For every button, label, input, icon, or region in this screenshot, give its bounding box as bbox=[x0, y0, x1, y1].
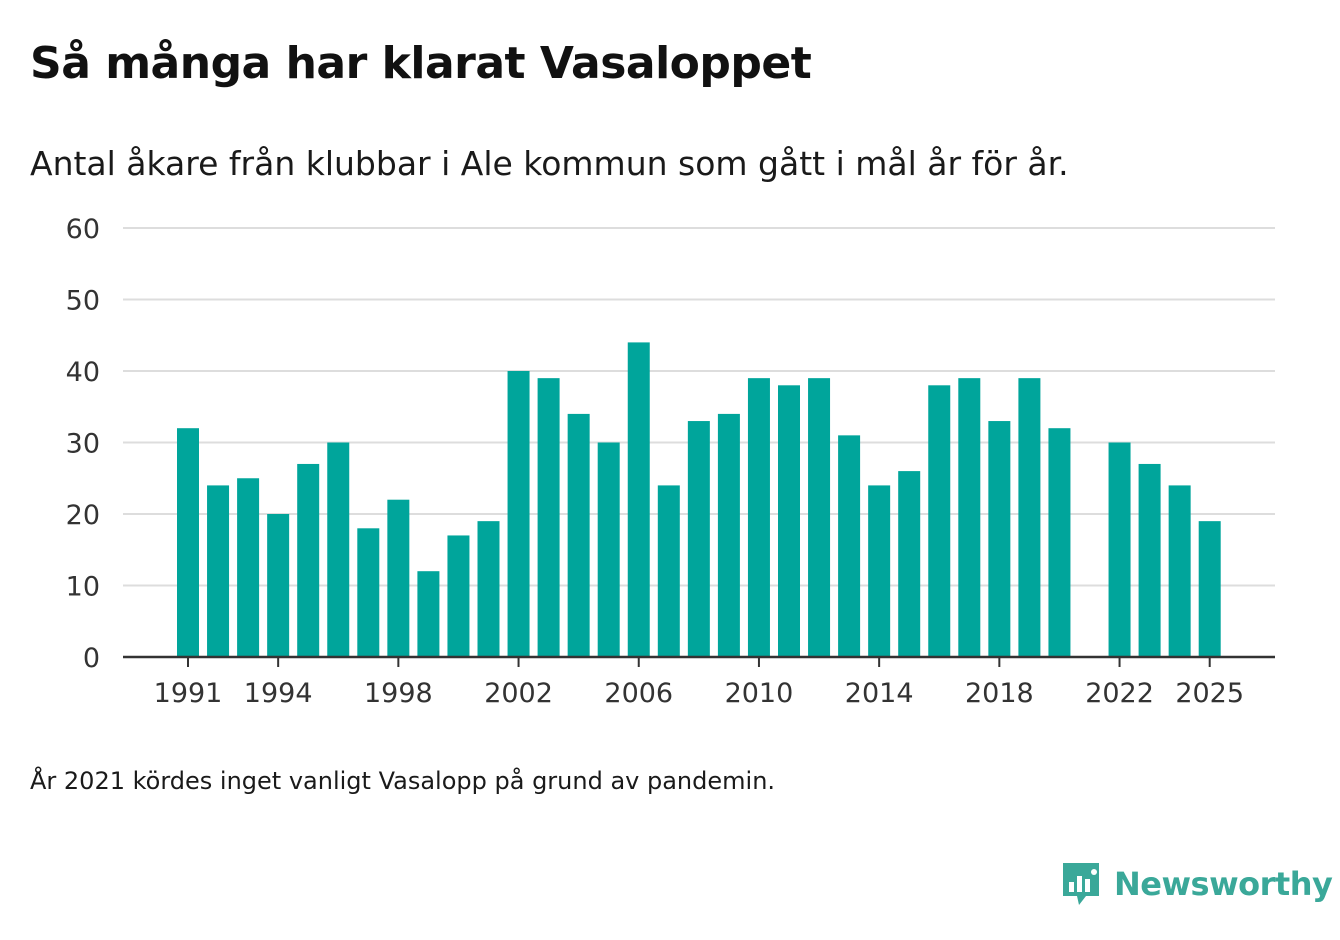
bar-2016[interactable] bbox=[928, 385, 951, 657]
brand-name: Newsworthy bbox=[1114, 865, 1333, 903]
bar-2023[interactable] bbox=[1138, 463, 1161, 657]
bar-1992[interactable] bbox=[207, 485, 230, 657]
newsworthy-logo-icon bbox=[1063, 863, 1099, 905]
x-tick-label: 2022 bbox=[1085, 678, 1154, 709]
x-tick-label: 1994 bbox=[244, 678, 313, 709]
bar-2011[interactable] bbox=[778, 385, 800, 657]
x-tick-label: 2018 bbox=[965, 678, 1034, 709]
y-tick-label: 60 bbox=[66, 214, 100, 245]
y-tick-label: 0 bbox=[83, 643, 100, 674]
bar-chart: 0 10 20 30 40 50 60 1991 1994 1998 2002 2006 2010 20… bbox=[66, 214, 1275, 709]
x-tick-label: 1998 bbox=[364, 678, 433, 709]
bar-2017[interactable] bbox=[958, 378, 981, 657]
x-tick-label: 2006 bbox=[604, 678, 673, 709]
bar-2002[interactable] bbox=[507, 371, 530, 657]
bar-1998[interactable] bbox=[387, 499, 410, 657]
bars bbox=[177, 342, 1221, 657]
chart-title: Så många har klarat Vasaloppet bbox=[30, 38, 812, 89]
bar-1994[interactable] bbox=[267, 514, 290, 657]
bar-2007[interactable] bbox=[657, 485, 680, 657]
bar-2022[interactable] bbox=[1108, 442, 1131, 658]
x-tick-label: 2010 bbox=[725, 678, 794, 709]
bar-2014[interactable] bbox=[868, 485, 891, 657]
brand-logo[interactable]: Newsworthy bbox=[1060, 860, 1333, 908]
bar-2001[interactable] bbox=[477, 521, 500, 657]
bar-2019[interactable] bbox=[1018, 378, 1041, 657]
bar-2013[interactable] bbox=[838, 435, 861, 657]
bar-2025[interactable] bbox=[1198, 521, 1221, 657]
y-tick-label: 40 bbox=[66, 357, 100, 388]
bar-1997[interactable] bbox=[357, 528, 380, 657]
bar-1999[interactable] bbox=[417, 571, 440, 657]
bar-2005[interactable] bbox=[597, 442, 620, 658]
x-tick-label: 2002 bbox=[484, 678, 553, 709]
bar-2024[interactable] bbox=[1168, 485, 1191, 657]
y-tick-label: 10 bbox=[66, 572, 100, 603]
x-tick-label: 2025 bbox=[1175, 678, 1244, 709]
y-tick-label: 50 bbox=[66, 286, 100, 317]
bar-2020[interactable] bbox=[1048, 428, 1071, 657]
x-axis-ticks: 1991 1994 1998 2002 2006 2010 2014 2018 2022 2025 bbox=[154, 657, 1244, 709]
bar-2015[interactable] bbox=[898, 471, 921, 657]
bar-1993[interactable] bbox=[237, 478, 260, 657]
bar-1991[interactable] bbox=[177, 428, 199, 657]
y-axis-ticks: 0 10 20 30 40 50 60 bbox=[66, 214, 100, 674]
chart-subtitle: Antal åkare från klubbar i Ale kommun so… bbox=[30, 144, 1069, 183]
bar-2003[interactable] bbox=[537, 378, 560, 657]
bar-2006[interactable] bbox=[627, 342, 650, 657]
bar-2010[interactable] bbox=[747, 378, 770, 657]
y-tick-label: 20 bbox=[66, 500, 100, 531]
x-tick-label: 1991 bbox=[154, 678, 223, 709]
bar-1995[interactable] bbox=[297, 463, 320, 657]
x-tick-label: 2014 bbox=[845, 678, 914, 709]
bar-1996[interactable] bbox=[327, 442, 350, 658]
bar-2008[interactable] bbox=[687, 421, 710, 657]
bar-2000[interactable] bbox=[447, 535, 470, 657]
y-tick-label: 30 bbox=[66, 429, 100, 460]
bar-2012[interactable] bbox=[808, 378, 831, 657]
bar-2009[interactable] bbox=[717, 413, 740, 657]
footnote: År 2021 kördes inget vanligt Vasalopp på… bbox=[30, 767, 776, 795]
bar-2004[interactable] bbox=[567, 413, 590, 657]
bar-2018[interactable] bbox=[988, 421, 1011, 657]
